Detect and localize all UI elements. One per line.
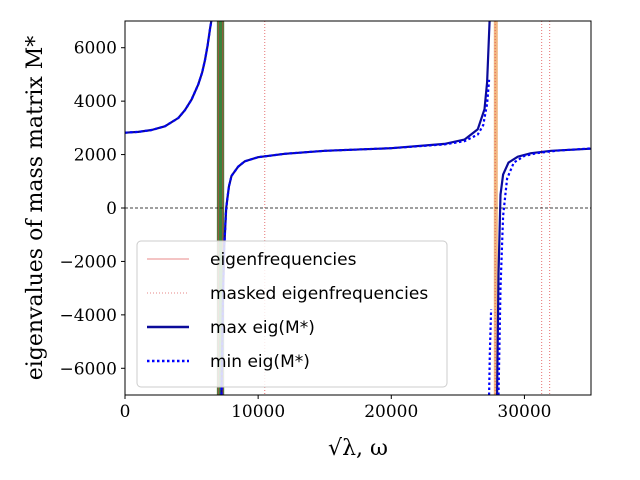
min-eig-curve-1 <box>220 79 491 395</box>
legend-label-3: min eig(M*) <box>210 352 310 372</box>
y-axis-label: eigenvalues of mass matrix M* <box>23 36 48 381</box>
legend-label-0: eigenfrequencies <box>210 250 357 270</box>
y-ticks: −6000 −4000 −2000 0 2000 4000 6000 <box>59 39 125 379</box>
y-tick-label-2: −2000 <box>59 252 117 272</box>
x-tick-label-2: 20000 <box>364 402 418 422</box>
x-axis-label: √λ, ω <box>328 436 388 461</box>
x-tick-label-0: 0 <box>120 402 131 422</box>
legend-box <box>136 240 448 388</box>
legend: eigenfrequencies masked eigenfrequencies m… <box>136 240 448 388</box>
y-tick-label-0: −6000 <box>59 359 117 379</box>
min-eig-curve-3 <box>497 147 591 395</box>
legend-label-1: masked eigenfrequencies <box>210 284 428 304</box>
legend-label-2: max eig(M*) <box>210 318 315 338</box>
y-tick-label-1: −4000 <box>59 306 117 326</box>
max-eig-curve-0 <box>125 21 213 134</box>
max-eig-curve-2 <box>496 147 591 395</box>
x-ticks: 0 10000 20000 30000 <box>120 395 551 422</box>
min-eig-curve-2 <box>488 309 493 395</box>
curves <box>125 21 591 395</box>
y-tick-label-4: 2000 <box>74 146 117 166</box>
y-tick-label-6: 6000 <box>74 39 117 59</box>
y-tick-label-5: 4000 <box>74 92 117 112</box>
min-eig-curve-0 <box>125 21 213 134</box>
x-tick-label-1: 10000 <box>231 402 285 422</box>
y-tick-label-3: 0 <box>106 199 117 219</box>
x-tick-label-3: 30000 <box>497 402 551 422</box>
